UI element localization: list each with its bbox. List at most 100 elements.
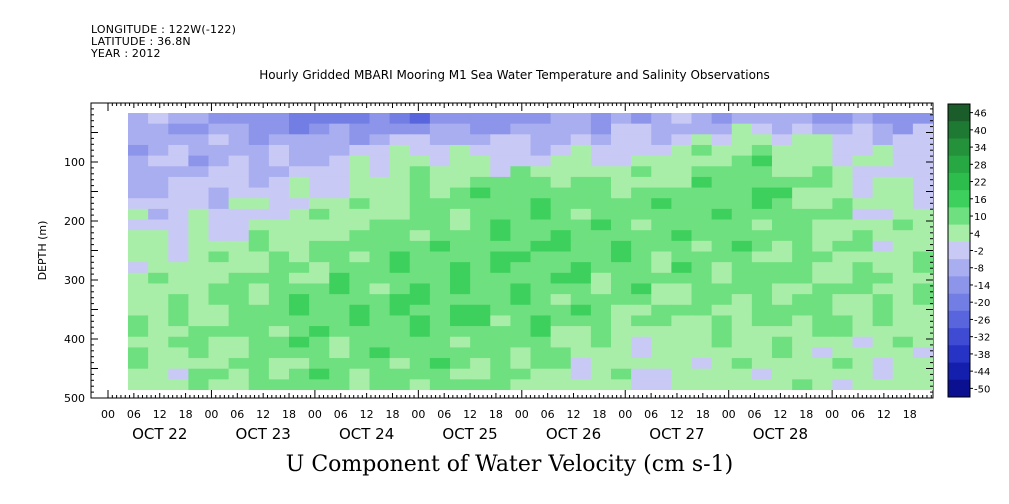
heatmap-cell bbox=[248, 358, 270, 370]
variable-title: U Component of Water Velocity (cm s-1) bbox=[285, 452, 734, 477]
heatmap-cell bbox=[188, 187, 210, 199]
heatmap-cell bbox=[751, 113, 773, 125]
heatmap-cell bbox=[550, 230, 572, 242]
heatmap-cell bbox=[510, 155, 532, 167]
heatmap-cell bbox=[772, 272, 793, 285]
heatmap-cell bbox=[188, 379, 210, 390]
heatmap-cell bbox=[128, 358, 149, 370]
heatmap-cell bbox=[590, 208, 612, 221]
heatmap-cell bbox=[389, 187, 411, 199]
heatmap-cell bbox=[128, 379, 149, 390]
heatmap-cell bbox=[228, 198, 250, 210]
heatmap-cell bbox=[611, 144, 632, 157]
heatmap-cell bbox=[892, 187, 914, 199]
heatmap-cell bbox=[208, 251, 230, 263]
heatmap-cell bbox=[912, 262, 933, 274]
heatmap-cell bbox=[228, 176, 250, 189]
heatmap-cell bbox=[772, 358, 793, 370]
heatmap-cell bbox=[792, 240, 813, 253]
heatmap-cell bbox=[530, 251, 552, 263]
heatmap-cell bbox=[651, 315, 672, 327]
heatmap-cell bbox=[228, 326, 250, 338]
heatmap-cell bbox=[450, 187, 471, 199]
heatmap-cell bbox=[188, 283, 210, 295]
heatmap-cell bbox=[691, 262, 713, 274]
heatmap-cell bbox=[651, 230, 672, 242]
heatmap-cell bbox=[772, 240, 793, 253]
heatmap-cell bbox=[268, 176, 290, 189]
heatmap-cell bbox=[550, 176, 572, 189]
colorbar-label: -50 bbox=[974, 384, 990, 395]
heatmap-cell bbox=[429, 240, 451, 253]
heatmap-cell bbox=[248, 294, 270, 306]
x-hour-label: 12 bbox=[360, 408, 374, 421]
heatmap-cell bbox=[550, 368, 572, 380]
heatmap-cell bbox=[651, 272, 672, 285]
heatmap-cell bbox=[450, 272, 471, 285]
heatmap-cell bbox=[168, 144, 189, 157]
heatmap-cell bbox=[168, 262, 189, 274]
heatmap-cell bbox=[671, 155, 693, 167]
heatmap-cell bbox=[168, 379, 189, 390]
heatmap-cell bbox=[409, 358, 431, 370]
heatmap-cell bbox=[550, 123, 572, 135]
heatmap-cell bbox=[792, 315, 813, 327]
heatmap-cell bbox=[248, 230, 270, 242]
heatmap-cell bbox=[671, 144, 693, 157]
heatmap-cell bbox=[832, 294, 854, 306]
heatmap-cell bbox=[409, 347, 431, 359]
heatmap-cell bbox=[731, 336, 753, 348]
heatmap-cell bbox=[228, 230, 250, 242]
heatmap-cell bbox=[711, 166, 733, 178]
heatmap-cell bbox=[611, 208, 632, 221]
heatmap-cell bbox=[228, 379, 250, 390]
heatmap-cell bbox=[309, 358, 330, 370]
heatmap-cell bbox=[590, 134, 612, 146]
heatmap-cell bbox=[711, 240, 733, 253]
heatmap-cell bbox=[812, 347, 833, 359]
heatmap-cell bbox=[349, 123, 371, 135]
heatmap-cell bbox=[872, 368, 894, 380]
heatmap-cell bbox=[651, 187, 672, 199]
colorbar-label: -26 bbox=[974, 315, 990, 326]
heatmap-cell bbox=[188, 358, 210, 370]
heatmap-cell bbox=[168, 113, 189, 125]
heatmap-cell bbox=[792, 336, 813, 348]
heatmap-cell bbox=[208, 230, 230, 242]
heatmap-cell bbox=[148, 304, 169, 317]
heatmap-cell bbox=[872, 113, 894, 125]
heatmap-cell bbox=[470, 379, 491, 390]
x-hour-label: 06 bbox=[230, 408, 244, 421]
heatmap-cell bbox=[510, 358, 532, 370]
x-day-label: OCT 23 bbox=[236, 425, 291, 443]
heatmap-cell bbox=[671, 368, 693, 380]
heatmap-cell bbox=[429, 336, 451, 348]
heatmap-cell bbox=[329, 176, 350, 189]
heatmap-cell bbox=[429, 347, 451, 359]
heatmap-cell bbox=[772, 304, 793, 317]
heatmap-cell bbox=[550, 208, 572, 221]
heatmap-cell bbox=[490, 379, 511, 390]
heatmap-cell bbox=[409, 379, 431, 390]
heatmap-cell bbox=[892, 368, 914, 380]
heatmap-cell bbox=[429, 315, 451, 327]
colorbar-label: -14 bbox=[974, 281, 990, 292]
heatmap-cell bbox=[389, 123, 411, 135]
heatmap-cell bbox=[329, 251, 350, 263]
heatmap-cell bbox=[792, 123, 813, 135]
heatmap-cell bbox=[691, 326, 713, 338]
heatmap-cell bbox=[892, 304, 914, 317]
heatmap-cell bbox=[751, 123, 773, 135]
heatmap-cell bbox=[490, 144, 511, 157]
heatmap-cell bbox=[872, 379, 894, 390]
colorbar-label: -8 bbox=[974, 264, 984, 275]
heatmap-cell bbox=[892, 198, 914, 210]
y-tick-label: 400 bbox=[64, 333, 85, 346]
heatmap-cell bbox=[349, 187, 371, 199]
heatmap-cell bbox=[570, 230, 592, 242]
heatmap-cell bbox=[248, 251, 270, 263]
heatmap-cell bbox=[369, 315, 391, 327]
heatmap-cell bbox=[872, 326, 894, 338]
heatmap-cell bbox=[369, 251, 391, 263]
